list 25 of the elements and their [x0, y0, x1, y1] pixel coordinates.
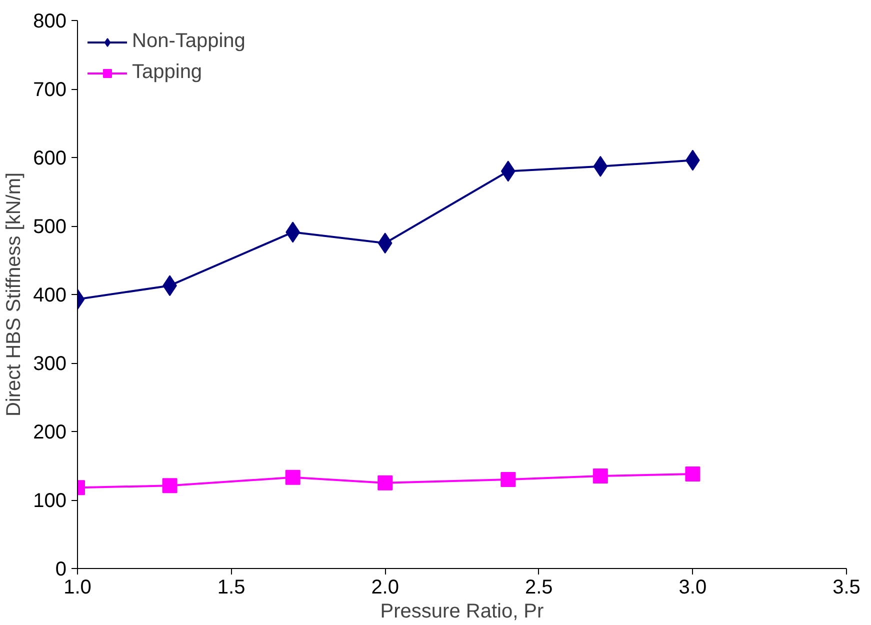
x-tick-label: 2.0 [371, 576, 400, 598]
x-tick-label: 1.0 [64, 576, 92, 598]
y-tick-label: 400 [33, 284, 67, 306]
y-tick-label: 600 [33, 148, 67, 170]
y-tick-label: 800 [33, 10, 67, 32]
y-tick-label: 100 [33, 490, 67, 512]
point [592, 468, 608, 484]
x-tick-label: 1.5 [217, 576, 246, 598]
y-tick-label: 500 [33, 216, 67, 238]
x-axis-title: Pressure Ratio, Pr [380, 600, 544, 622]
legend-label: Non-Tapping [132, 30, 246, 53]
point [378, 475, 393, 490]
point [162, 478, 178, 494]
x-tick-label: 3.5 [832, 576, 860, 598]
point [285, 470, 300, 485]
y-axis-title: Direct HBS Stiffness [kN/m] [3, 172, 26, 417]
point [500, 472, 516, 487]
y-tick-label: 300 [33, 353, 67, 375]
point [685, 466, 700, 482]
legend-label: Tapping [132, 61, 202, 84]
y-tick-label: 0 [55, 558, 66, 580]
y-tick-label: 200 [33, 422, 67, 444]
x-tick-label: 2.5 [525, 576, 553, 598]
y-tick-label: 700 [33, 79, 67, 101]
x-tick-label: 3.0 [678, 576, 707, 598]
